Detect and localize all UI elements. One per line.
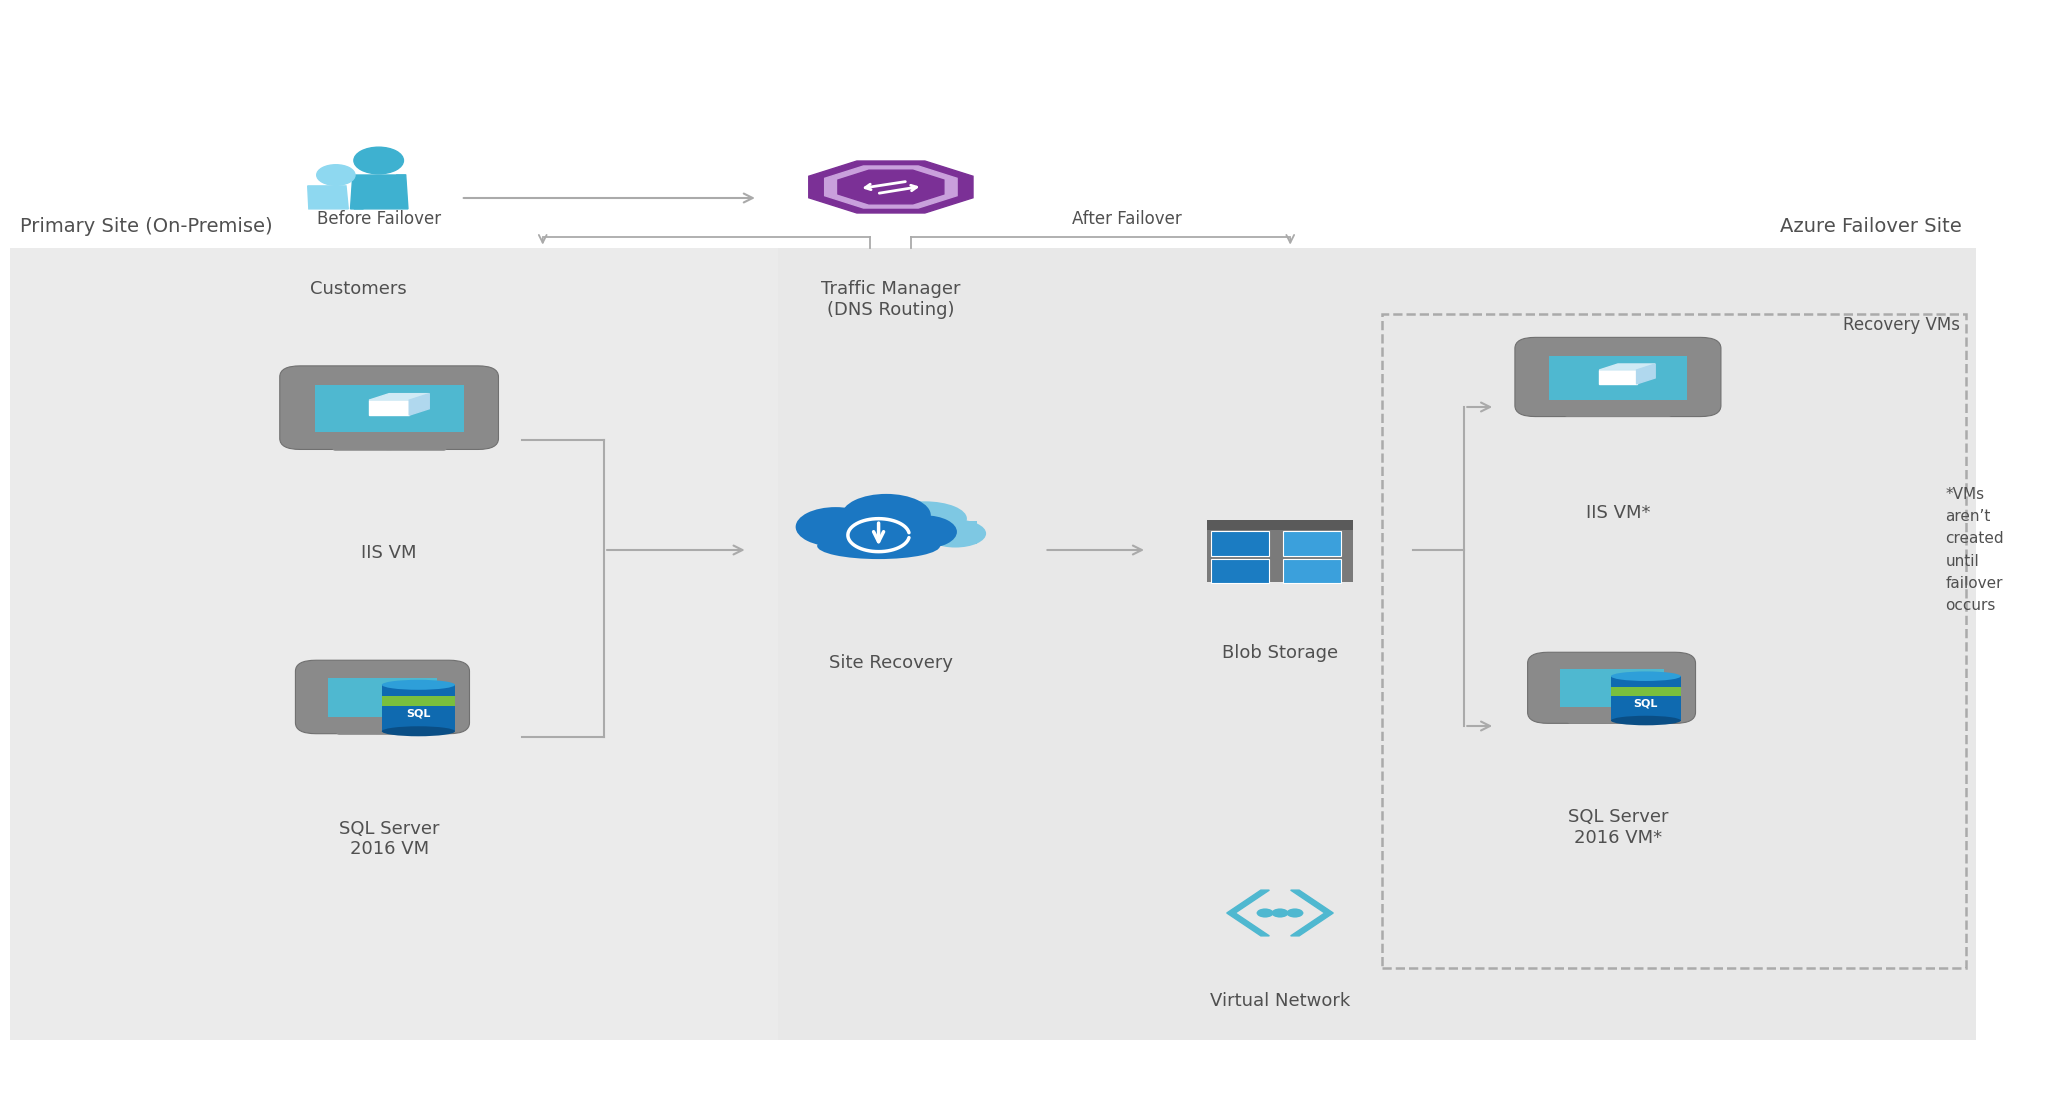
- Circle shape: [317, 165, 354, 185]
- Polygon shape: [354, 175, 406, 209]
- Text: IIS VM: IIS VM: [360, 544, 418, 562]
- Ellipse shape: [842, 494, 930, 537]
- Polygon shape: [1636, 364, 1655, 384]
- Text: SQL: SQL: [406, 708, 430, 718]
- Text: Blob Storage: Blob Storage: [1223, 644, 1337, 661]
- Text: Traffic Manager
(DNS Routing): Traffic Manager (DNS Routing): [821, 280, 961, 319]
- Polygon shape: [410, 394, 430, 415]
- Ellipse shape: [883, 502, 967, 536]
- Ellipse shape: [817, 532, 940, 559]
- Circle shape: [354, 147, 403, 174]
- FancyBboxPatch shape: [1516, 338, 1720, 417]
- Text: Before Failover: Before Failover: [317, 210, 440, 228]
- Bar: [1206, 520, 1354, 530]
- Bar: [328, 678, 436, 717]
- Polygon shape: [369, 394, 430, 400]
- Polygon shape: [838, 170, 944, 204]
- Ellipse shape: [795, 507, 877, 547]
- Polygon shape: [369, 400, 410, 415]
- Bar: [1612, 688, 1681, 696]
- Ellipse shape: [926, 519, 987, 548]
- Ellipse shape: [381, 680, 455, 690]
- Text: After Failover: After Failover: [1071, 210, 1182, 228]
- Polygon shape: [809, 161, 973, 213]
- Text: Primary Site (On-Premise): Primary Site (On-Premise): [20, 218, 272, 236]
- Bar: [1612, 676, 1681, 720]
- Text: Site Recovery: Site Recovery: [829, 654, 952, 672]
- Polygon shape: [350, 175, 408, 209]
- Bar: [1206, 524, 1354, 582]
- FancyBboxPatch shape: [295, 660, 469, 734]
- Bar: [1559, 670, 1663, 707]
- Circle shape: [1257, 909, 1274, 917]
- Text: SQL Server
2016 VM*: SQL Server 2016 VM*: [1567, 808, 1669, 847]
- Ellipse shape: [1612, 716, 1681, 725]
- FancyBboxPatch shape: [281, 366, 498, 450]
- Text: Virtual Network: Virtual Network: [1210, 992, 1350, 1010]
- Text: SQL Server
2016 VM: SQL Server 2016 VM: [338, 820, 440, 858]
- Text: Customers: Customers: [309, 280, 408, 298]
- Polygon shape: [1599, 364, 1655, 370]
- Text: Azure Failover Site: Azure Failover Site: [1780, 218, 1962, 236]
- Polygon shape: [1227, 890, 1270, 936]
- Polygon shape: [1599, 370, 1636, 384]
- Bar: [778, 248, 1976, 1040]
- FancyBboxPatch shape: [1528, 652, 1696, 724]
- Circle shape: [1272, 909, 1288, 917]
- Ellipse shape: [381, 726, 455, 736]
- Bar: [1282, 559, 1341, 583]
- Bar: [1282, 531, 1341, 556]
- Polygon shape: [1290, 890, 1333, 936]
- Text: IIS VM*: IIS VM*: [1585, 504, 1651, 521]
- Bar: [381, 685, 455, 732]
- Text: SQL: SQL: [1634, 698, 1659, 708]
- Circle shape: [1286, 909, 1303, 917]
- Text: Recovery VMs: Recovery VMs: [1843, 316, 1960, 333]
- Bar: [1210, 559, 1270, 583]
- Polygon shape: [307, 186, 348, 209]
- Bar: [381, 696, 455, 706]
- Polygon shape: [825, 166, 956, 208]
- Ellipse shape: [1612, 671, 1681, 681]
- Text: *VMs
aren’t
created
until
failover
occurs: *VMs aren’t created until failover occur…: [1946, 487, 2005, 613]
- Bar: [1548, 355, 1688, 400]
- Bar: [10, 248, 778, 1040]
- Ellipse shape: [893, 515, 956, 549]
- Bar: [897, 521, 977, 544]
- Bar: [1210, 531, 1270, 556]
- Bar: [315, 385, 463, 432]
